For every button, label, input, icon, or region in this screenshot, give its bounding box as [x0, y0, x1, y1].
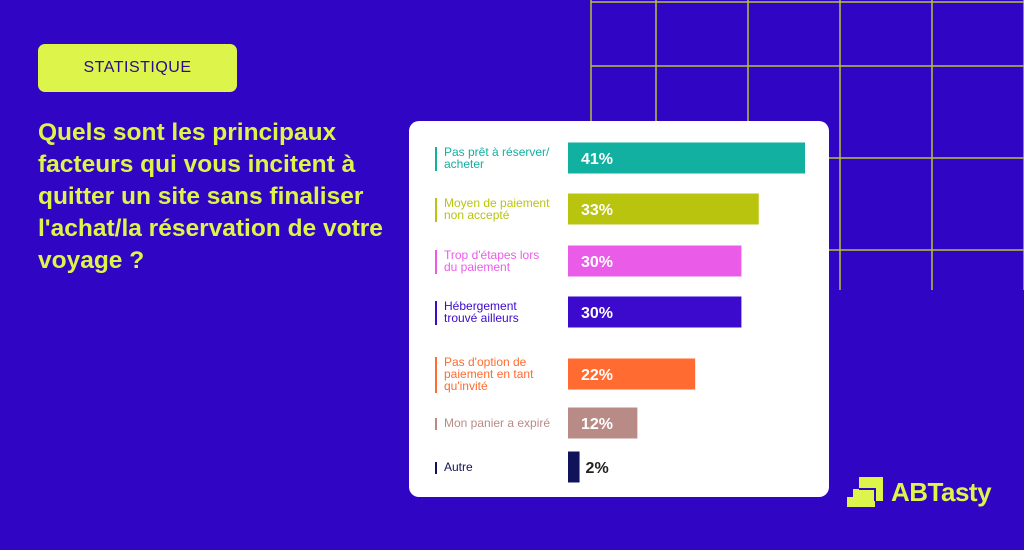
survey-question: Quels sont les principaux facteurs qui v…: [38, 119, 383, 274]
category-label: Autre: [444, 460, 473, 474]
category-marker: [435, 301, 437, 325]
data-bar: [568, 193, 759, 225]
data-value-label: 30%: [581, 254, 613, 271]
brand-logo: ABTasty: [845, 472, 992, 512]
category-tag-label: STATISTIQUE: [83, 59, 192, 76]
category-label: Moyen de paiement non accepté: [444, 196, 550, 222]
data-value-label: 2%: [586, 460, 609, 477]
data-bar: [568, 407, 638, 439]
data-bar: [568, 142, 805, 174]
category-marker: [435, 357, 437, 393]
category-label: Trop d'étapes lors du paiement: [444, 248, 539, 274]
bar-chart: Pas prêt à réserver/acheter 41% Moyen de p…: [435, 142, 805, 483]
abtasty-logo-icon: [847, 477, 883, 507]
category-marker: [435, 198, 437, 222]
category-label: Pas d'option de paiement en tant qu'invité: [444, 355, 534, 393]
data-value-label: 22%: [581, 367, 613, 384]
brand-name: ABTasty: [891, 476, 992, 507]
data-value-label: 33%: [581, 202, 613, 219]
data-value-label: 30%: [581, 305, 613, 322]
category-marker: [435, 462, 437, 474]
data-bar: [568, 358, 696, 390]
data-value-label: 12%: [581, 416, 613, 433]
category-marker: [435, 418, 437, 430]
data-bar: [568, 451, 580, 483]
data-bar: [568, 296, 742, 328]
data-value-label: 41%: [581, 151, 613, 168]
category-label: Mon panier a expiré: [444, 416, 550, 430]
category-tag: STATISTIQUE: [38, 44, 237, 92]
chart-card: Pas prêt à réserver/acheter 41% Moyen de p…: [409, 121, 829, 497]
category-label: Pas prêt à réserver/acheter: [444, 145, 550, 171]
category-marker: [435, 250, 437, 274]
category-marker: [435, 147, 437, 171]
category-label: Hébergement trouvé ailleurs: [444, 299, 519, 325]
data-bar: [568, 245, 742, 277]
